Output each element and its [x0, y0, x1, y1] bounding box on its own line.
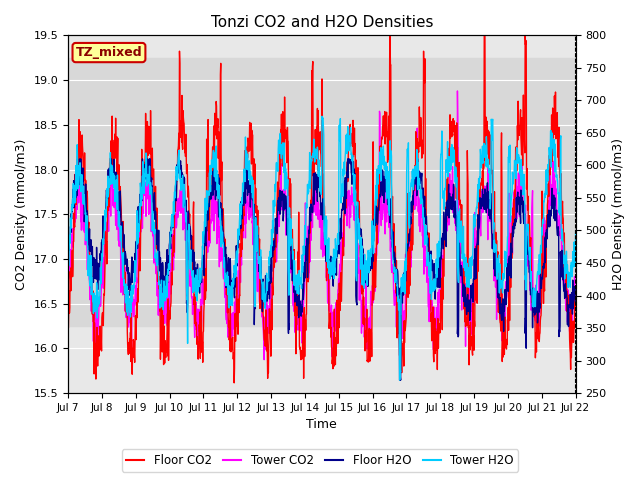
Bar [68, 58, 575, 326]
Tower CO2 [234, 284, 241, 290]
Line: Floor CO2: Floor CO2 [68, 36, 575, 383]
Tower H2O [318, 113, 326, 119]
Tower CO2 [467, 293, 475, 299]
Floor CO2 [512, 144, 520, 150]
Tower CO2 [572, 286, 579, 292]
Line: Floor H2O: Floor H2O [68, 159, 575, 380]
Legend: Floor CO2, Tower CO2, Floor H2O, Tower H2O: Floor CO2, Tower CO2, Floor H2O, Tower H… [122, 449, 518, 472]
Floor H2O [64, 270, 72, 276]
Tower CO2 [164, 319, 172, 324]
Floor CO2 [177, 128, 185, 133]
Floor CO2 [230, 380, 238, 386]
Y-axis label: CO2 Density (mmol/m3): CO2 Density (mmol/m3) [15, 139, 28, 290]
Floor H2O [177, 163, 185, 168]
Text: TZ_mixed: TZ_mixed [76, 46, 142, 59]
Floor CO2 [64, 321, 72, 326]
Floor CO2 [401, 318, 409, 324]
Floor CO2 [467, 336, 475, 342]
Tower CO2 [401, 317, 408, 323]
Y-axis label: H2O Density (mmol/m3): H2O Density (mmol/m3) [612, 138, 625, 290]
Floor H2O [165, 268, 173, 274]
Tower CO2 [177, 210, 185, 216]
Floor CO2 [164, 358, 172, 363]
Floor H2O [234, 245, 242, 251]
Floor H2O [76, 156, 83, 162]
Floor H2O [396, 377, 403, 383]
Line: Tower CO2: Tower CO2 [68, 91, 575, 360]
Tower CO2 [512, 195, 520, 201]
Tower H2O [572, 229, 579, 235]
Floor H2O [467, 295, 475, 301]
Tower CO2 [454, 88, 461, 94]
Floor H2O [401, 268, 409, 274]
Tower CO2 [64, 289, 72, 295]
Tower H2O [177, 187, 185, 193]
Tower H2O [164, 261, 172, 267]
Title: Tonzi CO2 and H2O Densities: Tonzi CO2 and H2O Densities [211, 15, 433, 30]
Tower H2O [467, 255, 475, 261]
Floor CO2 [234, 331, 242, 337]
Line: Tower H2O: Tower H2O [68, 116, 575, 380]
Floor H2O [572, 300, 579, 306]
Tower H2O [64, 271, 72, 277]
Floor CO2 [386, 33, 394, 38]
Floor H2O [512, 219, 520, 225]
Tower H2O [234, 245, 241, 251]
Tower H2O [512, 176, 520, 181]
X-axis label: Time: Time [307, 419, 337, 432]
Tower H2O [401, 259, 409, 264]
Floor CO2 [572, 297, 579, 302]
Tower CO2 [260, 357, 268, 362]
Tower H2O [396, 377, 403, 383]
